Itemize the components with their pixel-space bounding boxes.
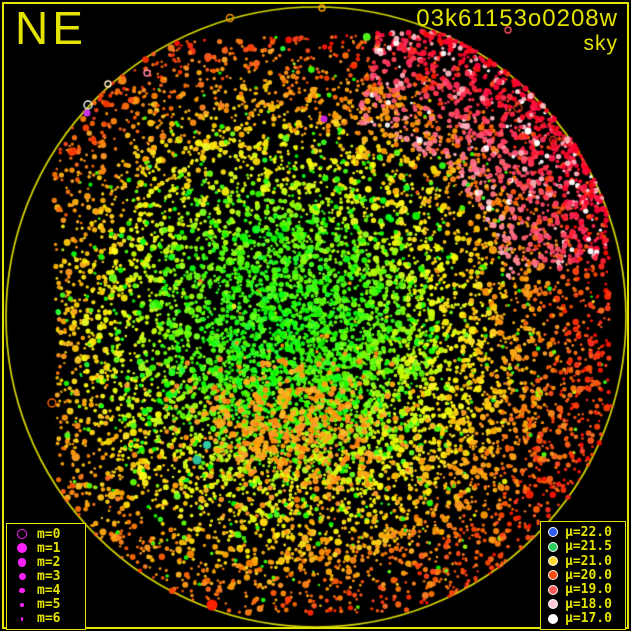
legend-label: μ=17.0 — [565, 611, 612, 627]
legend-label: m=0 — [37, 526, 61, 542]
legend-label: μ=20.0 — [565, 567, 612, 583]
mu-17-dot-icon — [548, 613, 558, 624]
legend-row: m=5 — [7, 598, 85, 611]
legend-row: m=2 — [7, 556, 85, 569]
m6-dot-icon — [20, 617, 24, 621]
mu-19-dot-icon — [548, 584, 558, 595]
legend-row: μ=21.0 — [541, 555, 625, 568]
legend-row: m=0 — [7, 528, 85, 541]
m3-dot-icon — [18, 572, 26, 580]
mu-21p5-dot-icon — [548, 541, 558, 552]
mu-20-dot-icon — [548, 570, 558, 581]
mu-22-dot-icon — [548, 527, 558, 538]
orientation-label: NE — [15, 2, 87, 54]
legend-row: μ=21.5 — [541, 540, 625, 553]
legend-label: μ=22.0 — [565, 524, 612, 540]
legend-label: m=5 — [37, 597, 61, 613]
magnitude-size-legend: m=0 m=1 m=2 m=3 m=4 m=5 m=6 — [6, 523, 86, 630]
m1-dot-icon — [17, 543, 27, 554]
legend-row: m=1 — [7, 542, 85, 555]
legend-row: μ=22.0 — [541, 526, 625, 539]
surface-brightness-color-legend: μ=22.0 μ=21.5 μ=21.0 μ=20.0 μ=19.0 μ=18.… — [540, 521, 626, 630]
legend-row: m=3 — [7, 570, 85, 583]
legend-row: μ=19.0 — [541, 583, 625, 596]
legend-label: μ=21.0 — [565, 553, 612, 569]
legend-row: m=4 — [7, 584, 85, 597]
mu-18-dot-icon — [548, 599, 558, 610]
mu-21-dot-icon — [548, 556, 558, 567]
legend-label: m=2 — [37, 554, 61, 570]
legend-label: m=3 — [37, 568, 61, 584]
legend-row: μ=20.0 — [541, 569, 625, 582]
m2-dot-icon — [17, 558, 27, 567]
m5-dot-icon — [20, 602, 24, 607]
legend-label: μ=19.0 — [565, 582, 612, 598]
legend-label: m=6 — [37, 611, 61, 627]
plot-subtitle: sky — [583, 32, 618, 55]
legend-row: μ=17.0 — [541, 612, 625, 625]
legend-label: m=1 — [37, 540, 61, 556]
m0-ring-icon — [17, 529, 27, 540]
m4-dot-icon — [19, 587, 25, 594]
legend-label: μ=18.0 — [565, 596, 612, 612]
legend-label: μ=21.5 — [565, 539, 612, 555]
legend-label: m=4 — [37, 583, 61, 599]
plot-title: 03k61153o0208w — [416, 5, 618, 32]
legend-row: m=6 — [7, 612, 85, 625]
legend-row: μ=18.0 — [541, 598, 625, 611]
